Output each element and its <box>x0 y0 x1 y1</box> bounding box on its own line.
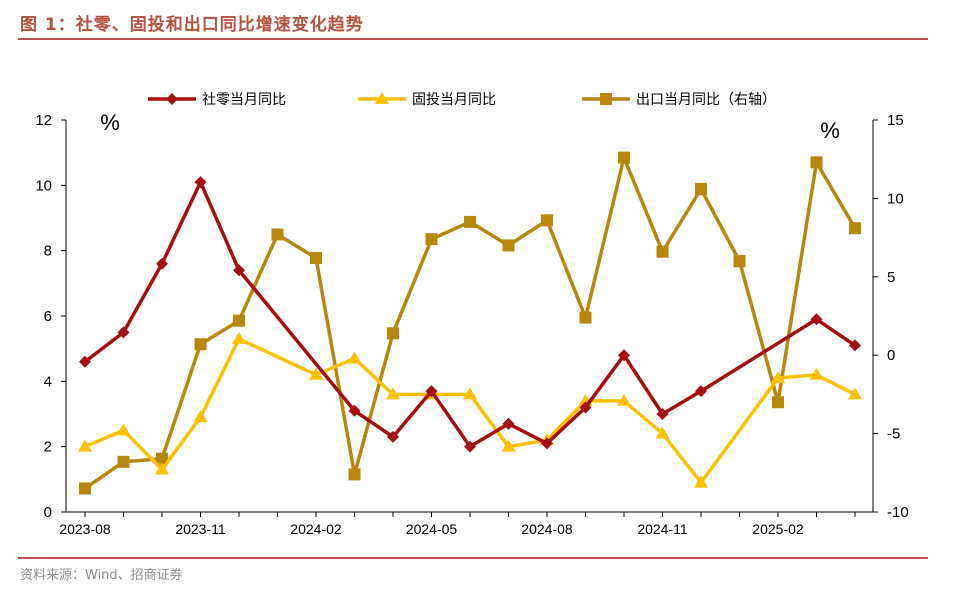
series-3-point <box>117 455 130 468</box>
series-3-point <box>695 182 707 195</box>
series-3-point <box>502 239 515 252</box>
series-2-point <box>116 423 131 436</box>
series-3-point <box>425 233 438 246</box>
series-3-point <box>156 452 168 465</box>
series-2-point <box>501 439 516 452</box>
x-tick-label: 2024-08 <box>521 521 573 537</box>
series-3-point <box>579 311 592 324</box>
x-tick-label: 2024-05 <box>406 521 458 537</box>
series-3-point <box>194 338 207 351</box>
series-1-point <box>117 326 130 339</box>
top-rule <box>18 38 928 40</box>
series-3-point <box>233 314 245 327</box>
x-tick-label: 2024-02 <box>290 521 342 537</box>
series-1-point <box>348 404 361 417</box>
left-axis-unit-label: % <box>100 110 120 135</box>
left-y-tick-label: 10 <box>35 177 52 194</box>
legend-marker-1 <box>166 93 178 105</box>
right-y-tick-label: 10 <box>887 190 904 207</box>
x-tick-label: 2023-08 <box>59 521 111 537</box>
series-2-point <box>463 387 477 400</box>
right-y-tick-label: 15 <box>887 112 904 129</box>
series-3-point <box>464 215 476 228</box>
series-2-point <box>655 426 670 439</box>
legend-marker-2 <box>375 92 389 104</box>
series-2-point <box>771 371 785 384</box>
figure-title: 图 1：社零、固投和出口同比增速变化趋势 <box>20 15 364 35</box>
series-2-point <box>386 387 400 400</box>
series-1-point <box>502 417 515 430</box>
series-2-point <box>78 439 92 452</box>
x-tick-label: 2025-02 <box>752 521 804 537</box>
series-3-point <box>79 482 91 495</box>
right-y-tick-label: -5 <box>887 426 900 443</box>
series-3-point <box>656 245 669 258</box>
legend-label-3: 出口当月同比（右轴） <box>636 91 776 107</box>
series-3-point <box>849 222 861 235</box>
series-1-point <box>618 349 630 362</box>
series-1-point <box>849 339 861 352</box>
right-y-tick-label: -10 <box>887 504 909 521</box>
series-1-point <box>810 313 823 326</box>
series-2-point <box>155 462 169 475</box>
series-1-point <box>579 401 592 414</box>
series-3-point <box>348 468 361 481</box>
series-1-point <box>541 437 553 450</box>
series-2-point <box>232 331 246 344</box>
left-y-tick-label: 8 <box>44 243 52 260</box>
left-y-tick-label: 6 <box>44 308 52 325</box>
series-3-point <box>810 156 823 169</box>
series-1-point <box>695 385 707 398</box>
series-2-point <box>809 367 824 380</box>
series-3-point <box>310 251 322 264</box>
bottom-rule <box>18 557 928 559</box>
x-tick-label: 2023-11 <box>175 521 226 537</box>
series-1-point <box>464 440 476 453</box>
series-1-point <box>194 176 207 189</box>
series-2-point <box>193 410 208 423</box>
series-1-point <box>233 264 245 277</box>
left-y-tick-label: 4 <box>44 373 52 390</box>
left-y-tick-label: 0 <box>44 504 52 521</box>
legend-label-2: 固投当月同比 <box>412 91 496 107</box>
series-2-point <box>347 351 362 364</box>
legend-label-1: 社零当月同比 <box>202 91 286 107</box>
source-note: 资料来源：Wind、招商证券 <box>20 568 183 583</box>
series-2-point <box>617 393 631 406</box>
series-3-point <box>772 396 784 409</box>
series-2-point <box>848 387 862 400</box>
left-y-tick-label: 12 <box>35 112 52 129</box>
series-1-point <box>387 430 399 443</box>
legend-marker-3 <box>600 93 612 105</box>
series-3-point <box>541 214 553 227</box>
right-axis-unit-label: % <box>820 118 840 143</box>
series-3-point <box>733 255 746 268</box>
series-3-point <box>387 327 399 340</box>
series-1-point <box>156 257 168 270</box>
series-3-line <box>84 155 857 490</box>
series-3-point <box>618 151 630 164</box>
right-y-tick-label: 0 <box>887 347 895 364</box>
x-tick-label: 2024-11 <box>637 521 688 537</box>
series-1-point <box>425 385 438 398</box>
series-3-point <box>271 228 284 241</box>
series-1-point <box>79 355 91 368</box>
series-2-point <box>694 475 708 488</box>
series-2-point <box>309 367 323 380</box>
series-1-point <box>656 408 669 420</box>
right-y-tick-label: 5 <box>887 269 895 286</box>
left-y-tick-label: 2 <box>44 439 52 456</box>
